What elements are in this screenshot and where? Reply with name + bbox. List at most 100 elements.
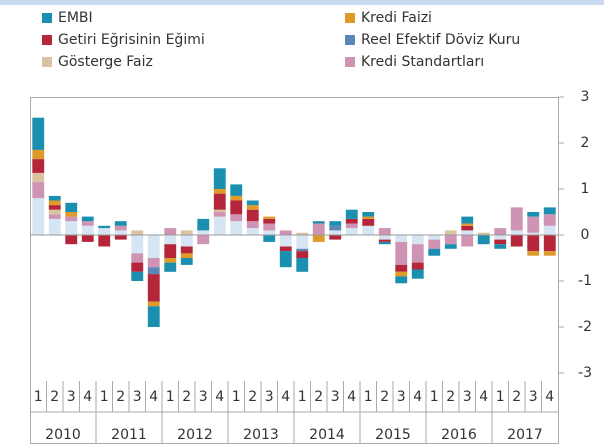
year-label: 2011: [111, 427, 147, 443]
x-tick-label: 3: [133, 389, 142, 405]
bar-segment: [114, 230, 127, 235]
bar-segment: [411, 269, 424, 279]
y-tick-label: 3: [581, 89, 590, 105]
bar-segment: [164, 258, 177, 263]
bar-segment: [48, 195, 61, 201]
bar-segment: [81, 221, 94, 226]
bar-segment: [329, 221, 342, 226]
x-tick-label: 4: [215, 389, 224, 405]
legend-label: Gösterge Faiz: [58, 54, 153, 70]
bar-segment: [395, 264, 408, 272]
bar-segment: [362, 225, 375, 235]
bar-segment: [312, 235, 325, 242]
bar-segment: [197, 235, 210, 245]
bar-segment: [48, 200, 61, 206]
legend-swatch: [42, 57, 52, 67]
bar-segment: [527, 212, 540, 217]
bar-segment: [180, 235, 193, 247]
bar-segment: [345, 228, 358, 235]
bar-segment: [378, 241, 391, 245]
bar-segment: [345, 223, 358, 229]
bar-segment: [246, 209, 259, 222]
x-tick-label: 2: [182, 389, 191, 405]
bar-segment: [131, 262, 144, 272]
bar-segment: [131, 235, 144, 254]
bar-segment: [395, 235, 408, 242]
year-label: 2017: [507, 427, 543, 443]
bar-segment: [461, 223, 474, 226]
bar-segment: [213, 189, 226, 194]
bar-segment: [180, 253, 193, 258]
bar-segment: [510, 235, 523, 247]
bar-segment: [81, 225, 94, 235]
bar-segment: [81, 235, 94, 242]
bar-segment: [32, 182, 45, 199]
x-tick-label: 2: [380, 389, 389, 405]
bar-segment: [246, 205, 259, 210]
x-tick-label: 3: [529, 389, 538, 405]
legend-swatch: [345, 35, 355, 45]
bar-segment: [147, 301, 160, 307]
bar-segment: [48, 214, 61, 219]
bar-segment: [230, 195, 243, 201]
year-label: 2016: [441, 427, 477, 443]
bar-segment: [147, 274, 160, 302]
y-tick-label: -1: [578, 273, 592, 289]
bar-segment: [428, 239, 441, 249]
legend-swatch: [345, 13, 355, 23]
x-tick-label: 4: [479, 389, 488, 405]
x-tick-label: 4: [545, 389, 554, 405]
bar-segment: [494, 228, 507, 235]
bar-segment: [345, 218, 358, 224]
year-label: 2013: [243, 427, 279, 443]
bar-segment: [527, 216, 540, 233]
bar-segment: [428, 248, 441, 256]
x-tick-label: 4: [413, 389, 422, 405]
bar-segment: [477, 235, 490, 245]
bar-segment: [131, 271, 144, 281]
bar-segment: [461, 230, 474, 235]
bar-segment: [180, 246, 193, 254]
bar-segment: [296, 248, 309, 252]
bar-segment: [527, 251, 540, 256]
bar-segment: [395, 271, 408, 277]
bar-segment: [164, 228, 177, 235]
bar-segment: [444, 235, 457, 245]
bar-segment: [131, 230, 144, 235]
x-tick-label: 1: [34, 389, 43, 405]
legend-swatch: [42, 13, 52, 23]
top-band: [0, 0, 604, 5]
bar-segment: [362, 216, 375, 219]
bar-segment: [263, 235, 276, 242]
legend-label: Getiri Eğrisinin Eğimi: [58, 32, 205, 48]
bar-segment: [329, 235, 342, 240]
bar-segment: [180, 230, 193, 235]
x-tick-label: 1: [430, 389, 439, 405]
x-tick-label: 3: [265, 389, 274, 405]
bar-segment: [395, 241, 408, 265]
bar-segment: [213, 212, 226, 217]
x-tick-label: 1: [364, 389, 373, 405]
bar-segment: [494, 244, 507, 249]
bar-segment: [279, 230, 292, 235]
legend-label: Kredi Standartları: [361, 54, 484, 70]
bar-segment: [296, 251, 309, 258]
year-label: 2014: [309, 427, 345, 443]
x-tick-label: 2: [314, 389, 323, 405]
bar-segment: [131, 253, 144, 263]
bar-segment: [32, 172, 45, 183]
bar-segment: [197, 218, 210, 231]
x-tick-label: 4: [149, 389, 158, 405]
year-label: 2015: [375, 427, 411, 443]
bar-segment: [180, 258, 193, 265]
bar-segment: [164, 262, 177, 272]
bar-segment: [543, 207, 556, 215]
bar-segment: [312, 221, 325, 224]
x-tick-label: 2: [512, 389, 521, 405]
bar-segment: [312, 223, 325, 235]
x-tick-label: 4: [83, 389, 92, 405]
y-tick-label: 1: [581, 181, 590, 197]
x-tick-label: 3: [397, 389, 406, 405]
year-label: 2012: [177, 427, 213, 443]
legend-label: Reel Efektif Döviz Kuru: [361, 32, 520, 48]
